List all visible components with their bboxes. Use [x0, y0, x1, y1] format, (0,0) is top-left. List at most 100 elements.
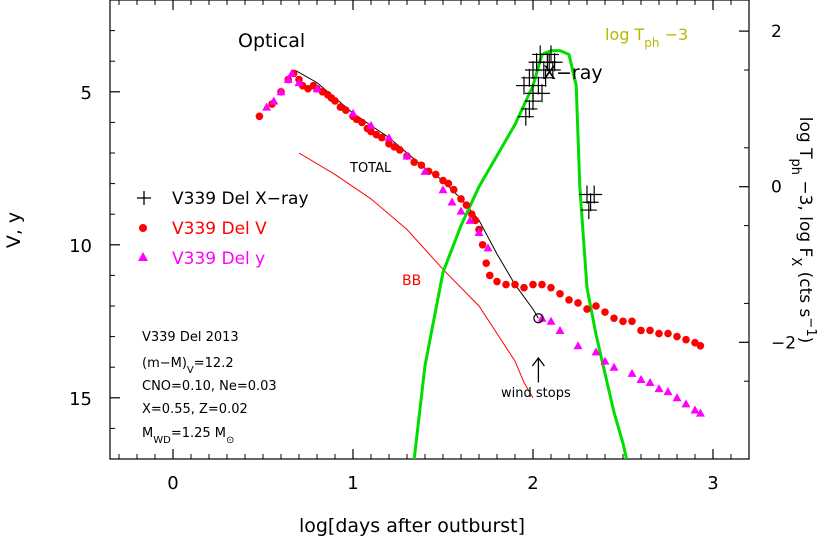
- v-point: [583, 305, 591, 313]
- legend: V339 Del X−ray V339 Del V V339 Del y: [137, 189, 309, 269]
- y-point: [627, 368, 637, 377]
- y-point: [645, 378, 655, 386]
- y-point: [609, 362, 619, 371]
- legend-label-v: V339 Del V: [172, 219, 267, 239]
- y-point: [262, 102, 272, 111]
- xray-point: [541, 53, 558, 72]
- wind-stop-marker: [533, 313, 544, 324]
- y-point: [276, 87, 286, 96]
- annotation-total: TOTAL: [349, 161, 392, 176]
- data-points: [255, 45, 705, 417]
- v-point: [432, 170, 440, 179]
- info-line-mass: MWD=1.25 M⊙: [142, 426, 234, 446]
- y-left-tick-label: 15: [69, 389, 92, 410]
- x-tick-label: 2: [527, 473, 538, 494]
- y-point: [654, 384, 664, 393]
- legend-marker-v: [139, 224, 147, 232]
- y-point: [438, 185, 448, 194]
- legend-marker-y: [138, 252, 148, 261]
- y-right-tick-label: −2: [771, 333, 796, 353]
- v-point: [655, 329, 663, 338]
- v-point: [342, 106, 350, 114]
- y-right-tick-label: 2: [771, 22, 782, 42]
- xray-point: [517, 107, 534, 126]
- annotation-optical: Optical: [238, 30, 305, 52]
- x-tick-label: 0: [167, 473, 178, 494]
- y-point: [348, 108, 358, 117]
- info-line-xz: X=0.55, Z=0.02: [142, 402, 248, 417]
- v-point: [396, 146, 404, 154]
- y-left-tick-label: 10: [69, 236, 92, 257]
- v-point: [457, 195, 465, 203]
- v-point: [358, 118, 366, 127]
- y-point: [681, 399, 691, 408]
- annotation-tph: log Tph −3: [605, 25, 688, 50]
- v-point: [646, 326, 654, 335]
- y-point: [420, 166, 430, 175]
- v-point: [444, 179, 453, 188]
- y-point: [483, 243, 493, 252]
- y-point: [555, 325, 565, 334]
- y-point: [663, 387, 673, 396]
- xray-point: [580, 201, 597, 220]
- y-point: [294, 78, 304, 87]
- xray-point: [586, 185, 603, 204]
- legend-marker-xray: [137, 191, 151, 205]
- y-point: [546, 316, 556, 325]
- v-point: [565, 296, 573, 304]
- xray-point: [544, 61, 561, 80]
- v-point: [637, 326, 645, 335]
- x-axis-label: log[days after outburst]: [299, 515, 525, 537]
- v-point: [520, 283, 528, 292]
- v-point: [673, 332, 681, 341]
- y-point: [636, 374, 646, 383]
- v-point: [547, 283, 555, 292]
- v-point: [610, 314, 618, 323]
- legend-label-y: V339 Del y: [172, 249, 265, 269]
- v-point: [482, 259, 491, 267]
- y-point: [690, 405, 700, 414]
- v-point: [493, 277, 501, 286]
- y-point: [537, 313, 547, 322]
- v-point: [664, 329, 672, 338]
- y-point: [312, 84, 322, 93]
- v-point: [378, 133, 386, 142]
- annotation-wind-stops: wind stops: [501, 386, 571, 401]
- annotation-xray: X−ray: [543, 62, 603, 84]
- v-point: [502, 280, 510, 289]
- v-point: [682, 335, 690, 344]
- y-point: [269, 96, 279, 105]
- legend-label-xray: V339 Del X−ray: [172, 189, 309, 209]
- y-point: [287, 68, 297, 77]
- y-point: [465, 215, 475, 224]
- v-point: [255, 112, 264, 121]
- xray-model-curve: [412, 49, 629, 459]
- v-point: [556, 289, 564, 298]
- y-point: [695, 408, 705, 417]
- xray-point: [537, 68, 554, 87]
- y-point: [573, 341, 583, 350]
- bb-curve: [298, 152, 534, 399]
- xray-point: [521, 99, 538, 118]
- plot-frame: [109, 0, 750, 460]
- v-point: [462, 201, 471, 209]
- y-point: [456, 206, 466, 215]
- v-point: [619, 317, 627, 326]
- y-axis-label-left: V, y: [3, 212, 25, 248]
- v-point: [450, 185, 458, 194]
- v-point: [511, 280, 519, 289]
- y-point: [384, 133, 394, 142]
- v-point: [331, 97, 339, 105]
- v-point: [628, 317, 636, 326]
- y-point: [591, 347, 601, 356]
- y-right-tick-label: 0: [771, 178, 782, 198]
- info-line-name: V339 Del 2013: [142, 330, 239, 345]
- y-point: [474, 228, 484, 237]
- info-box: V339 Del 2013 (m−M)V=12.2 CNO=0.10, Ne=0…: [142, 330, 277, 446]
- v-point: [417, 161, 426, 170]
- y-point: [447, 197, 457, 206]
- v-point: [529, 280, 537, 289]
- y-axis-label-right: log Tph −3, log FX (cts s−1): [789, 117, 819, 343]
